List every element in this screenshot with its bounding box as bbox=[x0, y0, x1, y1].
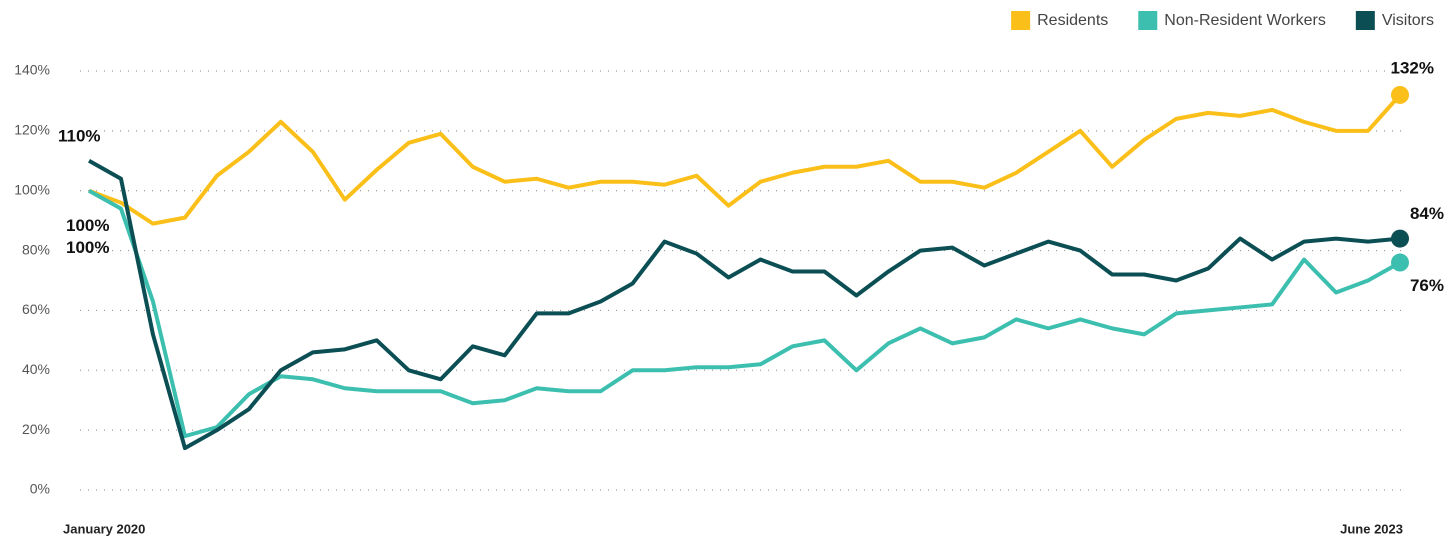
legend-swatch bbox=[1355, 11, 1375, 30]
legend-label: Non-Resident Workers bbox=[1164, 12, 1326, 29]
value-label: 76% bbox=[1410, 276, 1444, 295]
value-label: 100% bbox=[66, 216, 109, 235]
line bbox=[88, 159, 1401, 451]
end-dot bbox=[1391, 229, 1409, 248]
y-tick-label: 100% bbox=[14, 181, 50, 197]
end-dot bbox=[1391, 85, 1409, 104]
y-tick-label: 40% bbox=[22, 361, 50, 377]
y-tick-label: 120% bbox=[14, 122, 50, 138]
legend-swatch bbox=[1011, 11, 1031, 30]
legend-label: Residents bbox=[1037, 12, 1108, 29]
y-tick-label: 80% bbox=[22, 241, 50, 257]
value-label: 132% bbox=[1391, 58, 1434, 77]
value-label: 100% bbox=[66, 238, 109, 257]
y-tick-label: 0% bbox=[30, 481, 50, 497]
value-label: 84% bbox=[1410, 204, 1444, 223]
legend-label: Visitors bbox=[1382, 12, 1434, 29]
x-tick-label: January 2020 bbox=[63, 521, 145, 536]
line bbox=[88, 93, 1402, 226]
line bbox=[88, 188, 1401, 439]
y-tick-label: 20% bbox=[22, 421, 50, 437]
end-dot bbox=[1391, 253, 1409, 272]
y-tick-label: 140% bbox=[14, 62, 50, 78]
y-tick-label: 60% bbox=[22, 301, 50, 317]
value-label: 110% bbox=[58, 126, 101, 145]
x-tick-label: June 2023 bbox=[1340, 521, 1403, 536]
legend-swatch bbox=[1138, 11, 1158, 30]
